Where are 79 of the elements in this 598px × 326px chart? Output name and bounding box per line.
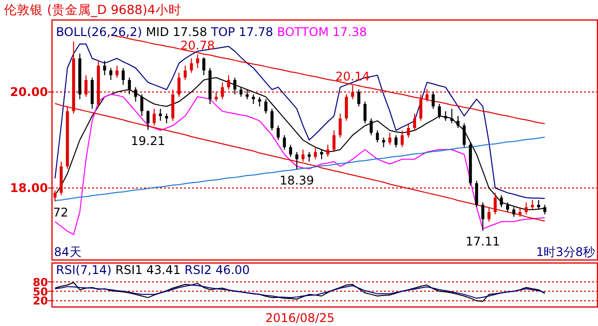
candlestick [500,194,503,208]
candlestick [475,180,478,208]
y-tick-label: 18.00 [10,181,48,195]
candlestick [165,113,168,124]
line-series [54,136,546,201]
annotation: 1时3分8秒 [536,245,595,259]
candlestick [54,190,56,202]
candlestick [240,86,242,98]
candlestick [518,206,522,218]
candlestick [227,74,230,90]
candlestick [282,134,286,150]
candlestick [370,118,373,136]
candlestick [438,104,441,119]
annotation: 19.21 [130,134,166,148]
candlestick [320,149,324,160]
candlestick [376,130,379,143]
annotation: 84天 [54,245,82,259]
candlestick [270,108,274,131]
candlestick [419,94,422,122]
candlestick [146,110,150,130]
candlestick [196,54,200,68]
candlestick [116,65,118,78]
candlestick [338,113,342,138]
candlestick [276,125,280,140]
candlestick [388,132,392,146]
legend-title: RSI(7,14) [56,263,116,277]
candlestick [246,89,249,100]
annotation: 17.11 [466,234,500,249]
y-tick-label: 20.00 [10,85,48,99]
candlestick [462,122,466,148]
candlestick [295,152,298,170]
candlestick [140,94,144,116]
candlestick [524,202,528,215]
line-series [54,94,546,236]
annotation: 72 [53,205,68,220]
candlestick [456,116,460,128]
series-label: RSI1 43.41 [115,263,185,277]
candlestick [332,130,336,152]
candlestick [258,96,262,107]
candlestick [109,68,112,80]
candlestick [326,144,330,158]
y-tick-label: 20 [32,294,48,308]
candlestick [344,94,348,122]
candlestick [450,108,454,124]
candlestick [382,137,386,148]
candlestick [357,89,360,107]
candlestick [264,98,268,114]
candlestick [314,146,317,160]
candlestick [190,58,193,74]
candlestick [364,101,366,124]
text: MID 17.58 [146,25,211,39]
text: BOTTOM 17.38 [276,25,367,39]
candlestick [134,86,138,102]
candlestick [432,92,435,110]
annotation: 20.78 [180,38,215,53]
candlestick [158,108,162,122]
candlestick [494,192,497,215]
legend-title: BOLL(26,26,2) [56,25,146,39]
candlestick [289,144,292,158]
candlestick [394,134,398,148]
annotation: 18.39 [280,173,314,188]
candlestick [406,122,410,138]
candlestick [90,77,94,110]
series-label: TOP 17.78 [210,25,277,39]
candlestick [103,60,106,76]
candlestick [184,65,187,80]
candlestick [122,68,125,86]
chart-title: 伦敦银 (贵金属_D 9688)4小时 [4,2,182,17]
candlestick [400,130,404,148]
candlestick [413,113,416,131]
candlestick [308,152,311,162]
annotation: 20.14 [335,69,370,84]
series-label: RSI2 46.00 [184,263,250,277]
candlestick [202,56,206,76]
candlestick [302,149,304,162]
candlestick [444,110,448,122]
candlestick [481,202,484,232]
text: 2016/08/25 [265,311,334,325]
candlestick [152,108,156,126]
